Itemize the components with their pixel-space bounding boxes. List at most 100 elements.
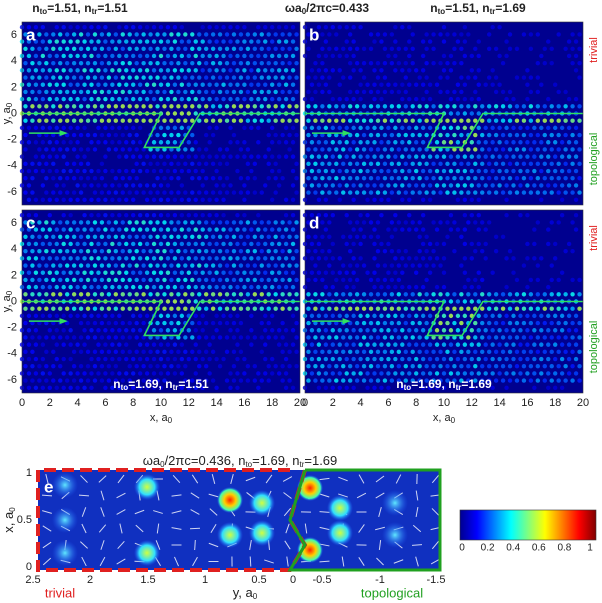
field-spot	[266, 306, 271, 311]
field-spot	[313, 248, 318, 254]
field-spot	[577, 132, 582, 138]
field-spot	[99, 190, 105, 195]
field-spot	[210, 292, 216, 297]
x-tick-label: 8	[130, 397, 136, 409]
field-spot	[563, 104, 568, 109]
field-spot	[347, 32, 353, 37]
field-spot	[549, 292, 554, 297]
field-spot	[44, 335, 49, 340]
subscript: 0	[302, 7, 307, 16]
field-spot	[459, 190, 464, 195]
field-spot	[542, 104, 547, 109]
field-spot	[313, 190, 318, 195]
field-spot	[514, 176, 520, 181]
field-spot	[532, 154, 537, 159]
field-spot	[127, 277, 132, 283]
field-spot	[193, 371, 198, 376]
field-spot	[466, 349, 471, 355]
field-spot	[306, 190, 311, 195]
field-spot	[361, 349, 367, 355]
field-spot	[368, 147, 374, 152]
field-spot	[238, 32, 244, 37]
field-spot	[337, 168, 342, 174]
field-spot	[280, 176, 285, 181]
field-spot	[493, 104, 499, 109]
field-spot	[361, 176, 367, 181]
field-spot	[71, 248, 77, 254]
field-spot	[200, 39, 205, 44]
field-spot	[306, 349, 311, 355]
field-spot	[396, 292, 402, 297]
field-spot	[106, 263, 112, 268]
colorbar-tick-label: 0.2	[481, 543, 495, 554]
field-spot	[214, 356, 219, 362]
subscript: to	[404, 383, 412, 392]
field-spot	[106, 32, 112, 37]
field-spot	[96, 213, 101, 218]
field-spot	[327, 46, 332, 51]
field-spot	[290, 154, 296, 159]
field-spot	[61, 342, 66, 347]
field-spot	[290, 227, 296, 232]
field-spot	[92, 104, 98, 109]
field-spot	[438, 147, 443, 152]
field-spot	[320, 104, 325, 109]
field-spot	[92, 306, 98, 311]
field-spot	[203, 292, 209, 297]
field-spot	[553, 328, 558, 333]
field-spot	[40, 284, 46, 290]
field-spot	[155, 60, 160, 66]
field-spot	[566, 53, 572, 59]
field-spot	[131, 25, 136, 30]
field-spot	[266, 161, 271, 167]
field-spot	[165, 125, 171, 131]
field-arrow	[134, 509, 145, 515]
field-spot	[344, 125, 349, 131]
field-spot	[127, 190, 132, 195]
field-spot	[539, 342, 544, 347]
field-spot	[141, 248, 146, 254]
field-spot	[256, 53, 261, 59]
field-spot	[493, 349, 499, 355]
field-spot	[224, 118, 230, 123]
field-arrow	[431, 474, 440, 484]
field-spot	[368, 89, 374, 95]
field-spot	[273, 306, 278, 311]
field-arrow	[284, 540, 291, 550]
field-spot	[309, 371, 315, 376]
field-spot	[30, 60, 35, 66]
field-spot	[85, 378, 91, 383]
field-spot	[280, 234, 285, 239]
field-spot	[455, 313, 461, 319]
field-spot	[347, 248, 353, 254]
field-spot	[389, 306, 395, 311]
field-spot	[64, 292, 70, 297]
field-spot	[514, 118, 520, 123]
field-spot	[141, 104, 146, 109]
field-spot	[330, 213, 335, 218]
field-spot	[393, 313, 398, 319]
field-spot	[266, 89, 271, 95]
field-spot	[389, 104, 395, 109]
field-spot	[141, 60, 146, 66]
field-spot	[368, 335, 374, 340]
field-spot	[521, 32, 527, 37]
field-spot	[323, 385, 329, 390]
field-spot	[273, 32, 278, 37]
field-spot	[417, 220, 422, 225]
field-spot	[525, 96, 530, 102]
field-spot	[535, 277, 541, 283]
field-spot	[169, 60, 174, 66]
field-spot	[354, 364, 360, 369]
field-spot	[158, 25, 164, 30]
field-spot	[190, 378, 195, 383]
field-spot	[54, 227, 59, 232]
field-spot	[144, 371, 150, 376]
field-spot	[407, 154, 412, 159]
field-spot	[379, 168, 384, 174]
field-spot	[144, 25, 150, 30]
field-spot	[85, 248, 91, 254]
field-spot	[92, 335, 98, 340]
field-spot	[68, 270, 73, 275]
field-spot	[389, 292, 395, 297]
